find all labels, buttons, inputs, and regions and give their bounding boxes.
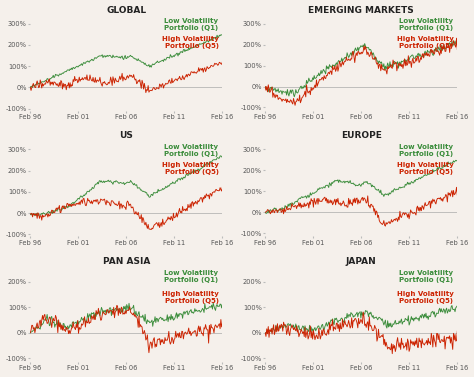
Text: High Volatility
Portfolio (Q5): High Volatility Portfolio (Q5) [397,291,454,304]
Title: GLOBAL: GLOBAL [106,6,146,15]
Text: Low Volatility
Portfolio (Q1): Low Volatility Portfolio (Q1) [164,18,219,31]
Text: High Volatility
Portfolio (Q5): High Volatility Portfolio (Q5) [162,291,219,304]
Title: EUROPE: EUROPE [341,131,382,140]
Text: Low Volatility
Portfolio (Q1): Low Volatility Portfolio (Q1) [164,144,219,157]
Title: EMERGING MARKETS: EMERGING MARKETS [309,6,414,15]
Text: Low Volatility
Portfolio (Q1): Low Volatility Portfolio (Q1) [400,270,454,282]
Title: US: US [119,131,133,140]
Text: High Volatility
Portfolio (Q5): High Volatility Portfolio (Q5) [162,36,219,49]
Text: Low Volatility
Portfolio (Q1): Low Volatility Portfolio (Q1) [400,144,454,157]
Text: Low Volatility
Portfolio (Q1): Low Volatility Portfolio (Q1) [400,18,454,31]
Text: High Volatility
Portfolio (Q5): High Volatility Portfolio (Q5) [397,162,454,175]
Text: High Volatility
Portfolio (Q5): High Volatility Portfolio (Q5) [162,162,219,175]
Title: JAPAN: JAPAN [346,257,377,266]
Text: High Volatility
Portfolio (Q5): High Volatility Portfolio (Q5) [397,36,454,49]
Text: Low Volatility
Portfolio (Q1): Low Volatility Portfolio (Q1) [164,270,219,282]
Title: PAN ASIA: PAN ASIA [103,257,150,266]
